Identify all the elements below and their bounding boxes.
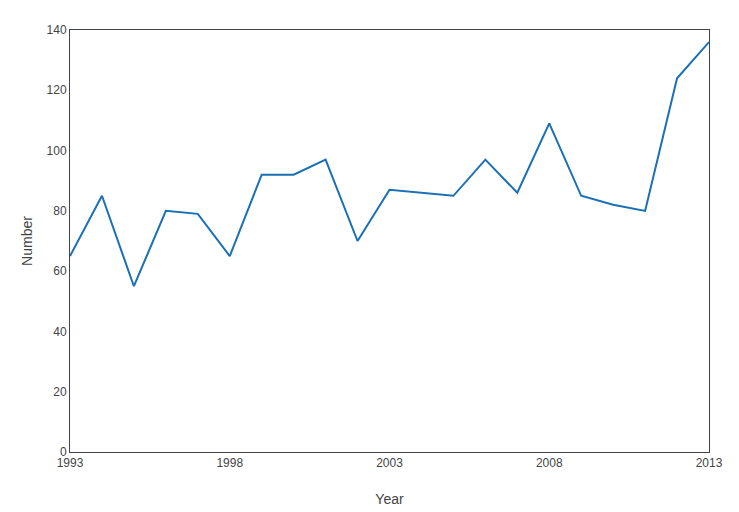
svg-text:Number: Number xyxy=(19,216,35,266)
svg-text:140: 140 xyxy=(47,23,67,37)
svg-text:2013: 2013 xyxy=(696,456,723,470)
svg-text:0: 0 xyxy=(60,445,67,459)
svg-text:2003: 2003 xyxy=(376,456,403,470)
svg-text:40: 40 xyxy=(53,325,67,339)
svg-text:Year: Year xyxy=(375,491,404,507)
svg-text:120: 120 xyxy=(47,83,67,97)
svg-text:1998: 1998 xyxy=(216,456,243,470)
svg-text:1993: 1993 xyxy=(57,456,84,470)
svg-text:2008: 2008 xyxy=(536,456,563,470)
svg-text:60: 60 xyxy=(53,264,67,278)
svg-text:20: 20 xyxy=(53,385,67,399)
svg-text:100: 100 xyxy=(47,144,67,158)
svg-text:80: 80 xyxy=(53,204,67,218)
